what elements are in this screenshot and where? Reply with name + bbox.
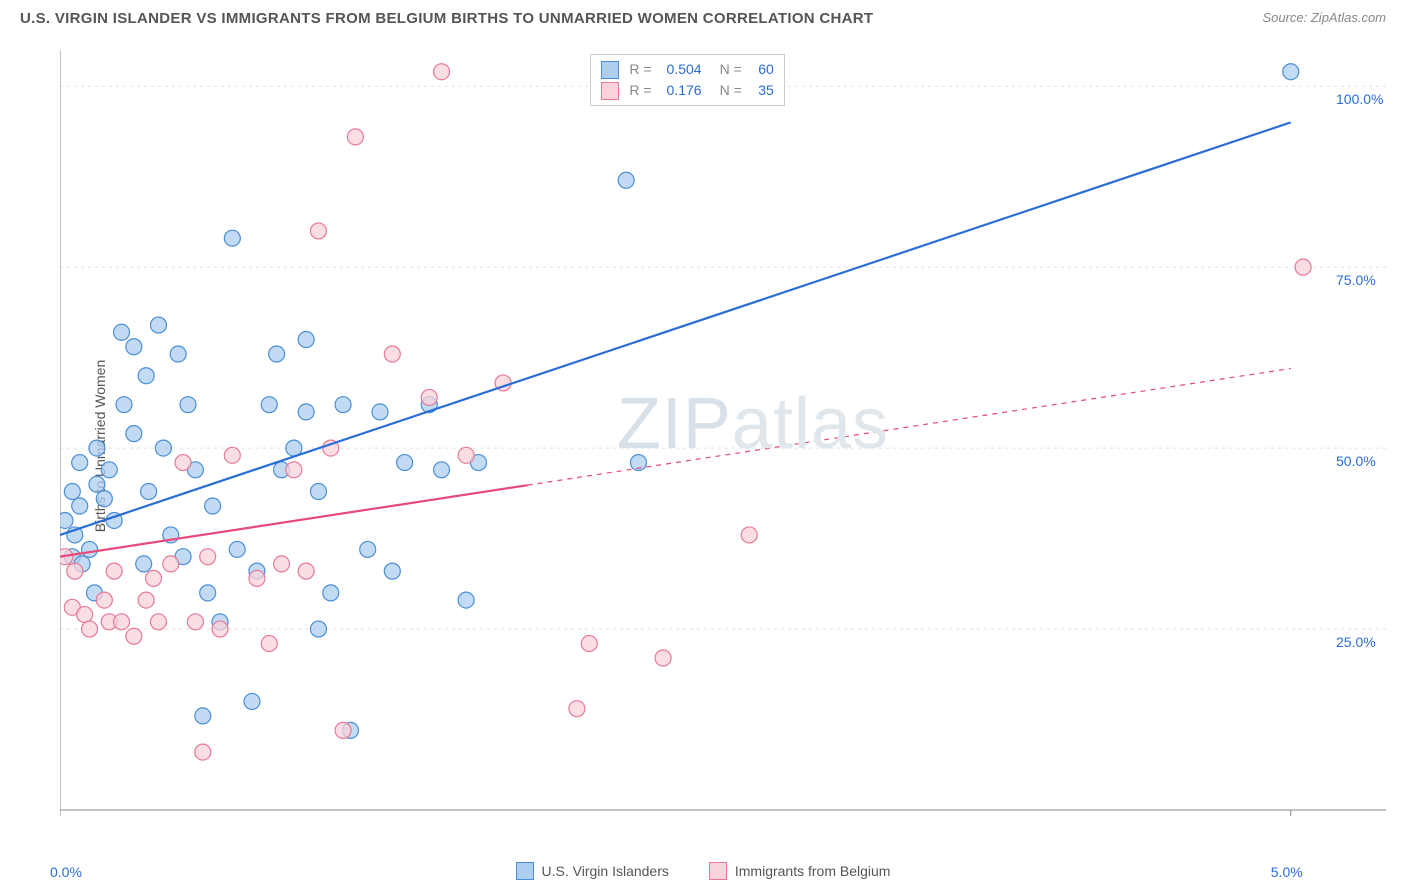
legend-swatch-icon — [709, 862, 727, 880]
legend-item-belgium: Immigrants from Belgium — [709, 862, 891, 880]
legend-row-belgium: R = 0.176 N = 35 — [601, 80, 773, 101]
r-value: 0.504 — [660, 59, 702, 80]
correlation-legend: R = 0.504 N = 60 R = 0.176 N = 35 — [590, 54, 784, 106]
legend-item-usvi: U.S. Virgin Islanders — [516, 862, 669, 880]
n-label: N = — [720, 59, 742, 80]
svg-text:75.0%: 75.0% — [1336, 272, 1376, 288]
legend-label: Immigrants from Belgium — [735, 863, 891, 879]
series-legend: U.S. Virgin Islanders Immigrants from Bel… — [0, 862, 1406, 880]
r-label: R = — [629, 80, 651, 101]
legend-swatch-icon — [516, 862, 534, 880]
chart-title: U.S. VIRGIN ISLANDER VS IMMIGRANTS FROM … — [20, 10, 873, 27]
source-label: Source: ZipAtlas.com — [1262, 10, 1386, 25]
n-value: 35 — [750, 80, 774, 101]
svg-text:50.0%: 50.0% — [1336, 453, 1376, 469]
scatter-plot: 25.0% 50.0% 75.0% 100.0% — [60, 50, 1386, 842]
svg-text:25.0%: 25.0% — [1336, 634, 1376, 650]
chart-container: 25.0%50.0%75.0%100.0% ZIPatlas R =0.504N… — [60, 50, 1386, 842]
legend-swatch-icon — [601, 82, 619, 100]
svg-text:100.0%: 100.0% — [1336, 91, 1383, 107]
n-value: 60 — [750, 59, 774, 80]
r-label: R = — [629, 59, 651, 80]
r-value: 0.176 — [660, 80, 702, 101]
legend-row-usvi: R = 0.504 N = 60 — [601, 59, 773, 80]
n-label: N = — [720, 80, 742, 101]
legend-swatch-icon — [601, 61, 619, 79]
legend-label: U.S. Virgin Islanders — [542, 863, 669, 879]
